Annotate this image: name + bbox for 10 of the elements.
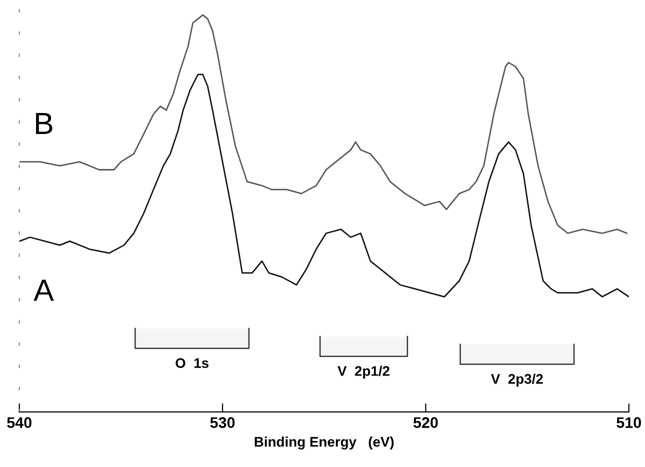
x-tick-label: 530 [210, 417, 235, 428]
x-tick-label: 510 [616, 417, 641, 428]
series-label: B [36, 112, 52, 134]
x-axis-title: Binding Energy (eV) [254, 436, 394, 450]
band-label: V 2p3/2 [490, 374, 543, 387]
band-label: O 1s [176, 358, 208, 368]
series-label: A [34, 280, 54, 301]
band-label: V 2p1/2 [338, 366, 390, 379]
x-tick-label: 540 [7, 417, 32, 428]
x-tick-label: 520 [413, 417, 438, 428]
